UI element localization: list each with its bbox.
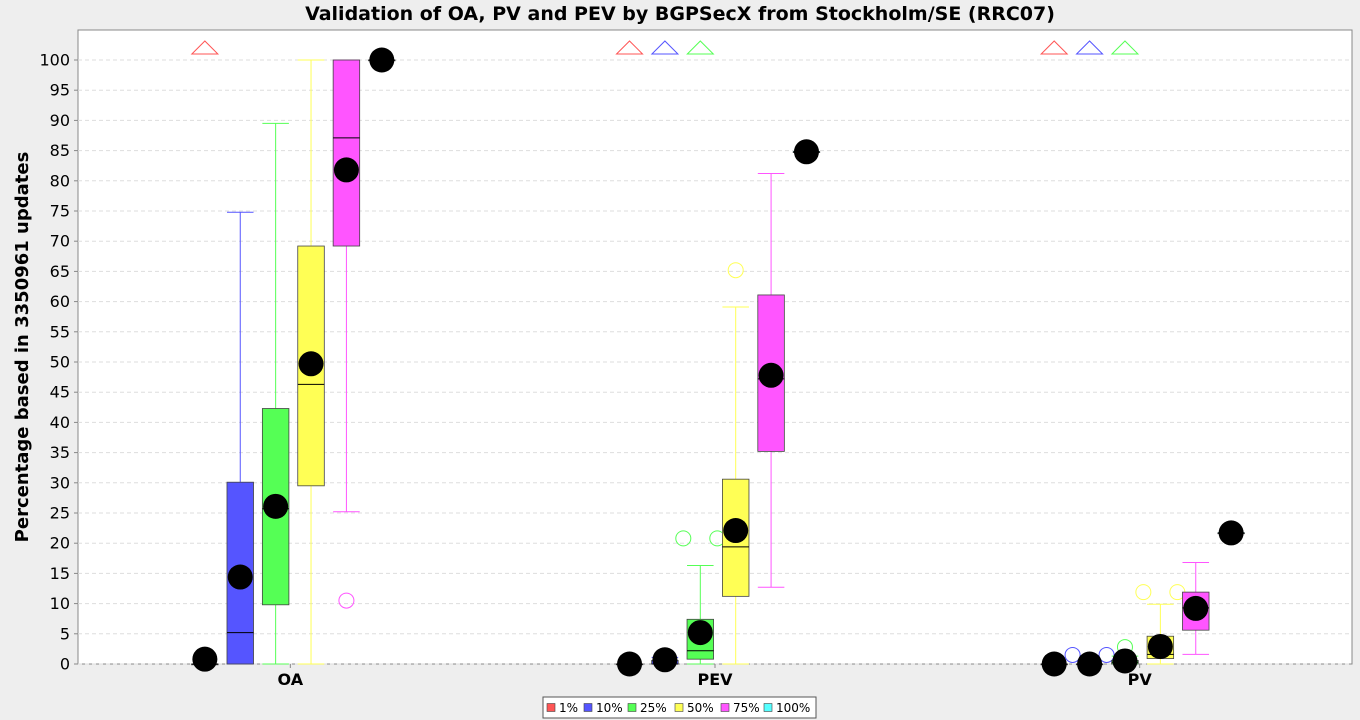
far-out-marker bbox=[615, 40, 644, 55]
mean-point bbox=[1041, 651, 1067, 677]
boxes bbox=[190, 40, 1245, 677]
far-out-marker bbox=[1039, 40, 1069, 55]
mean-point bbox=[723, 518, 749, 544]
legend-label: 10% bbox=[596, 701, 623, 715]
y-tick-label: 5 bbox=[60, 624, 70, 643]
outlier-point bbox=[1064, 646, 1081, 663]
mean-point bbox=[617, 651, 643, 677]
y-tick-label: 0 bbox=[60, 655, 70, 674]
mean-point bbox=[793, 139, 819, 165]
y-tick-label: 10 bbox=[50, 594, 70, 613]
far-out-marker bbox=[650, 40, 680, 55]
far-out-marker bbox=[190, 40, 220, 55]
mean-point bbox=[1147, 633, 1173, 659]
y-tick-label: 75 bbox=[50, 202, 70, 221]
x-axis: OA PEV PV bbox=[278, 664, 1153, 689]
y-tick-label: 95 bbox=[50, 81, 70, 100]
legend-swatch bbox=[720, 703, 730, 712]
category-label: OA bbox=[278, 670, 304, 689]
y-tick-label: 15 bbox=[50, 564, 70, 583]
outlier-point bbox=[675, 530, 692, 547]
mean-point bbox=[687, 620, 713, 646]
y-tick-label: 45 bbox=[50, 383, 70, 402]
mean-point bbox=[1218, 520, 1244, 546]
mean-point bbox=[192, 646, 218, 672]
y-tick-label: 50 bbox=[50, 353, 70, 372]
y-tick-label: 30 bbox=[50, 473, 70, 492]
mean-point bbox=[263, 493, 289, 519]
y-tick-label: 90 bbox=[50, 111, 70, 130]
legend-swatch bbox=[674, 703, 684, 712]
legend-swatch bbox=[583, 703, 593, 712]
category-label: PEV bbox=[697, 670, 733, 689]
y-tick-label: 85 bbox=[50, 141, 70, 160]
outlier-point bbox=[1135, 584, 1152, 601]
chart-title: Validation of OA, PV and PEV by BGPSecX … bbox=[305, 3, 1055, 25]
y-tick-label: 25 bbox=[50, 504, 70, 523]
y-tick-label: 40 bbox=[50, 413, 70, 432]
y-tick-label: 35 bbox=[50, 443, 70, 462]
outlier-point bbox=[727, 262, 744, 279]
legend-label: 100% bbox=[776, 701, 810, 715]
mean-point bbox=[1077, 651, 1103, 677]
far-out-marker bbox=[686, 40, 715, 55]
mean-point bbox=[758, 362, 784, 388]
y-tick-label: 65 bbox=[50, 262, 70, 281]
y-tick-label: 70 bbox=[50, 232, 70, 251]
y-tick-label: 55 bbox=[50, 322, 70, 341]
mean-point bbox=[298, 351, 324, 377]
far-out-marker bbox=[1075, 40, 1104, 55]
legend-swatch bbox=[627, 703, 637, 712]
mean-point bbox=[227, 564, 253, 590]
far-out-marker bbox=[1110, 40, 1140, 55]
plot-area bbox=[77, 29, 1353, 665]
y-tick-label: 100 bbox=[39, 51, 70, 70]
y-axis-title: Percentage based in 3350961 updates bbox=[12, 152, 33, 543]
legend-swatch bbox=[546, 703, 556, 712]
legend: 1% 10% 25% 50% 75% 100% bbox=[542, 696, 817, 719]
mean-point bbox=[1183, 595, 1209, 621]
mean-point bbox=[1112, 648, 1138, 674]
legend-label: 25% bbox=[640, 701, 667, 715]
grid bbox=[78, 59, 1352, 665]
outlier-point bbox=[338, 592, 355, 609]
box bbox=[332, 59, 361, 247]
y-axis: 0 5 10 15 20 25 30 35 40 45 50 55 60 65 70 75 80 85 90 95 10… bbox=[39, 51, 78, 674]
legend-swatch bbox=[763, 703, 773, 712]
y-tick-label: 20 bbox=[50, 534, 70, 553]
mean-point bbox=[652, 647, 678, 673]
mean-point bbox=[369, 47, 395, 73]
legend-label: 50% bbox=[687, 701, 714, 715]
mean-point bbox=[333, 157, 359, 183]
y-tick-label: 60 bbox=[50, 292, 70, 311]
legend-label: 75% bbox=[733, 701, 760, 715]
category-label: PV bbox=[1128, 670, 1153, 689]
legend-label: 1% bbox=[559, 701, 578, 715]
y-tick-label: 80 bbox=[50, 171, 70, 190]
